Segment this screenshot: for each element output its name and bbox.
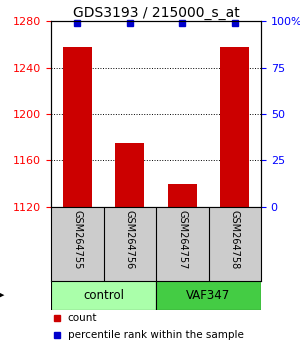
Bar (168, 184, 197, 207)
Text: count: count (68, 313, 97, 323)
Text: VAF347: VAF347 (186, 289, 231, 302)
Text: GSM264757: GSM264757 (177, 211, 187, 270)
Title: GDS3193 / 215000_s_at: GDS3193 / 215000_s_at (73, 6, 239, 20)
Text: agent ▶: agent ▶ (0, 290, 5, 300)
Bar (115, 143, 144, 207)
Text: control: control (83, 289, 124, 302)
Bar (51, 281, 156, 310)
Bar (156, 281, 261, 310)
Bar (220, 47, 249, 207)
Text: GSM264758: GSM264758 (230, 211, 240, 270)
Text: GSM264755: GSM264755 (72, 211, 82, 270)
Bar (63, 47, 92, 207)
Text: GSM264756: GSM264756 (125, 211, 135, 270)
Text: percentile rank within the sample: percentile rank within the sample (68, 330, 244, 340)
